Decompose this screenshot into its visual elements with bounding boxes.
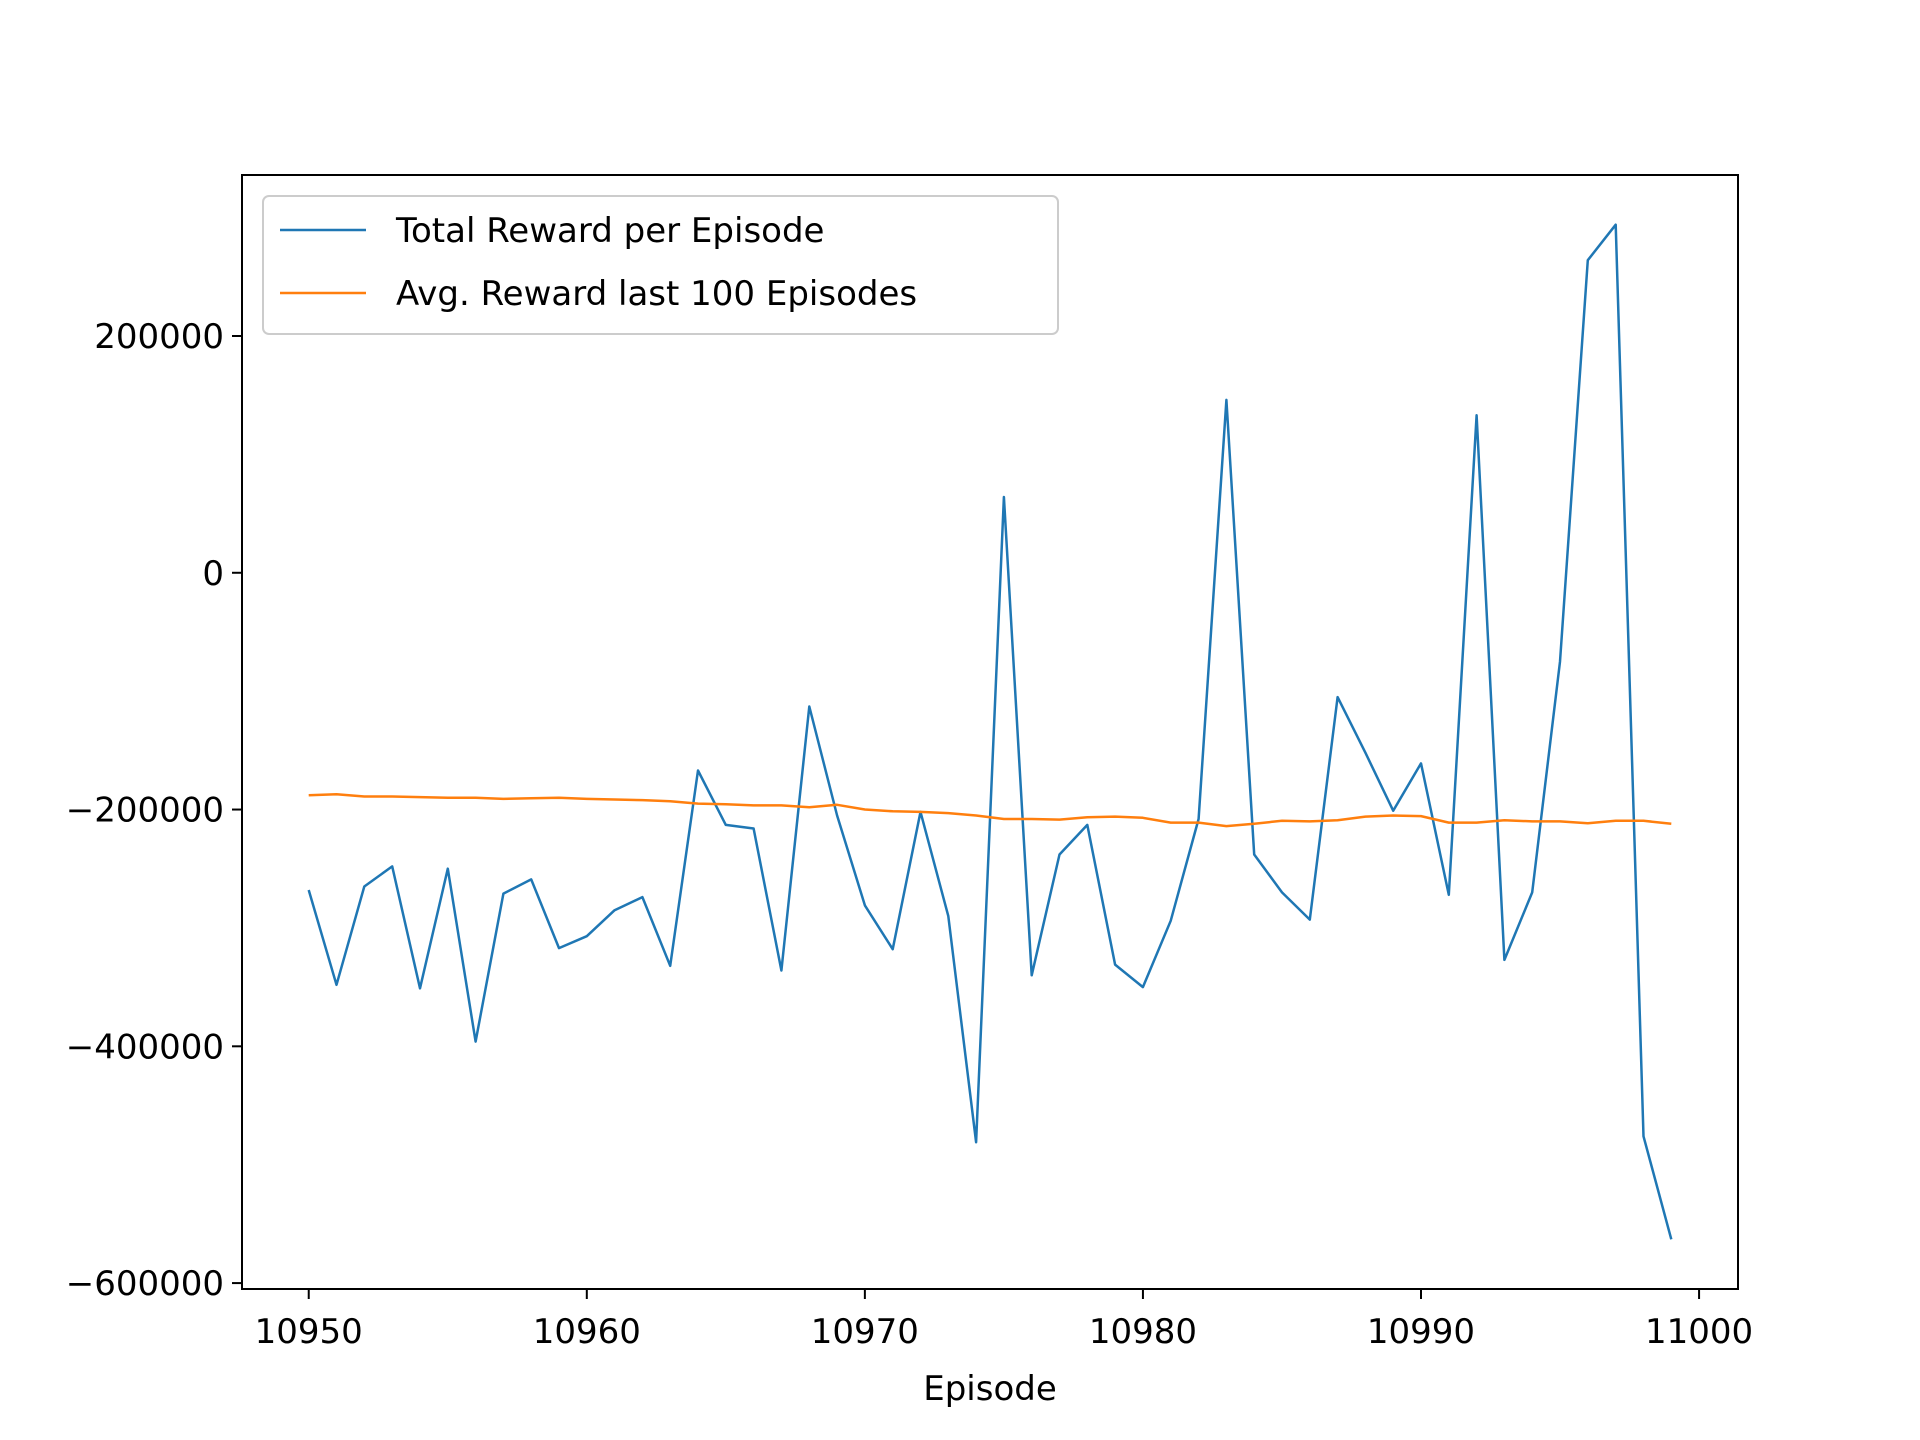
plot-frame: [241, 174, 1739, 1290]
x-axis-label: Episode: [923, 1369, 1057, 1409]
series-line-total-reward: [307, 223, 1673, 1240]
x-axis: 10950 10960 10970 10980 10990 11000: [255, 1289, 1753, 1352]
plot-area: [241, 174, 1739, 1290]
x-tick-label: 10980: [1089, 1312, 1197, 1352]
legend: Total Reward per Episode Avg. Reward las…: [262, 195, 1059, 335]
x-tick-label: 10960: [533, 1312, 641, 1352]
x-tick-label: 10990: [1367, 1312, 1475, 1352]
series-line-avg-reward: [308, 792, 1672, 828]
y-tick-label: −400000: [66, 1027, 224, 1067]
y-tick-label: 200000: [94, 317, 224, 357]
x-tick-label: 10970: [811, 1312, 919, 1352]
x-tick-label: 10950: [255, 1312, 363, 1352]
y-tick-label: −200000: [66, 791, 224, 831]
x-tick-label: 11000: [1645, 1312, 1753, 1352]
legend-label-avg-reward: Avg. Reward last 100 Episodes: [396, 274, 917, 314]
y-tick-label: 0: [202, 554, 224, 594]
legend-label-total-reward: Total Reward per Episode: [395, 211, 824, 251]
legend-frame: [262, 195, 1059, 335]
y-axis: −600000 −400000 −200000 0 200000: [66, 317, 242, 1304]
y-tick-label: −600000: [66, 1264, 224, 1304]
